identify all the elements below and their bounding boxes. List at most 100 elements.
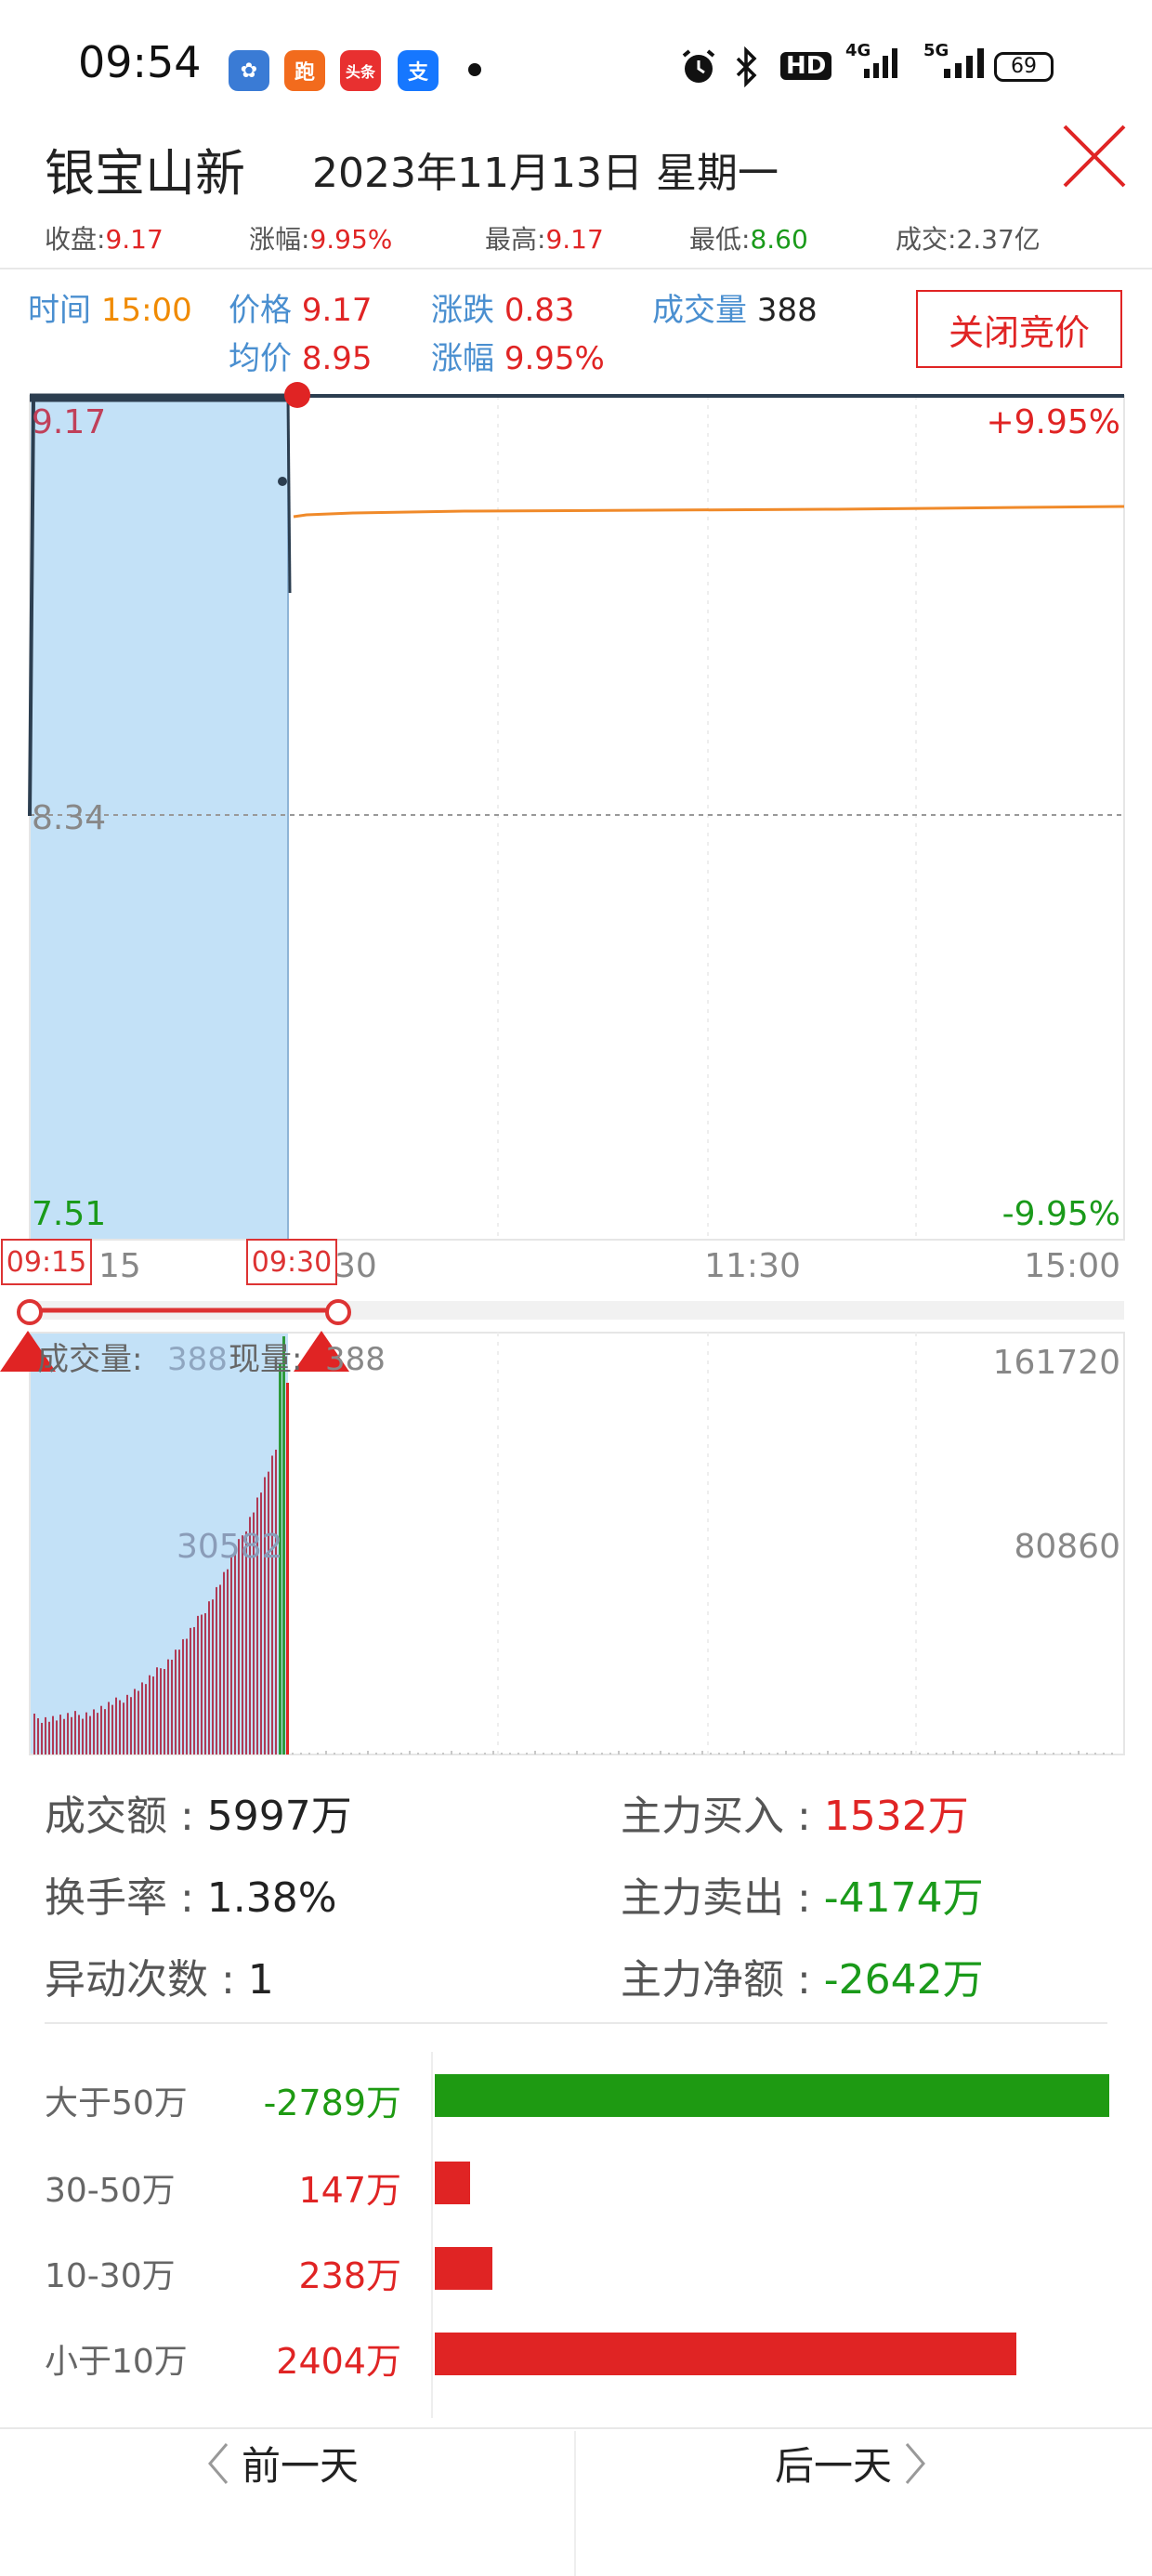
range-start-handle[interactable]: [17, 1299, 43, 1325]
summary-amount-value: 2.37亿: [956, 224, 1041, 255]
volume-bar: [609, 1753, 611, 1755]
volume-bar: [359, 1753, 360, 1755]
range-start-label: 09:15: [7, 1246, 86, 1279]
price-axis-mid: 8.34: [32, 799, 106, 837]
volume-bar: [100, 1705, 102, 1755]
flow-row-label: 10-30万: [45, 2257, 176, 2295]
volume-bar: [108, 1702, 110, 1755]
volume-bar: [45, 1716, 46, 1755]
volume-bar: [208, 1601, 210, 1755]
volume-bar: [230, 1556, 232, 1755]
info-time: 时间 15:00: [28, 292, 192, 329]
volume-bar: [123, 1702, 124, 1755]
volume-bar: [325, 1751, 327, 1755]
volume-bar: [245, 1531, 247, 1755]
range-end-arrow[interactable]: [294, 1331, 349, 1372]
volume-bar: [793, 1753, 795, 1755]
volume-bar: [936, 1753, 937, 1755]
volume-bar: [33, 1714, 35, 1755]
volume-bar: [282, 1336, 285, 1755]
volume-bar: [568, 1753, 569, 1755]
footer-divider: [574, 2431, 576, 2576]
volume-bar: [459, 1753, 461, 1755]
volume-bar: [509, 1753, 511, 1755]
volume-bar: [111, 1704, 113, 1755]
prev-day-button[interactable]: 前一天: [206, 2435, 359, 2491]
volume-bar: [818, 1753, 820, 1755]
volume-bar: [467, 1753, 469, 1755]
auction-shade: [30, 396, 288, 1240]
info-change: 涨跌 0.83: [431, 292, 575, 329]
volume-bar: [501, 1753, 503, 1755]
volume-bar: [300, 1753, 302, 1755]
volume-bar: [89, 1715, 91, 1755]
volume-bar: [434, 1753, 436, 1755]
time-axis-label: 15:00: [1024, 1247, 1120, 1285]
auction-point: [278, 477, 287, 486]
volume-bar: [286, 1383, 289, 1755]
volume-bar: [451, 1751, 452, 1755]
flow-bar: [435, 2162, 470, 2204]
volume-bar: [693, 1753, 695, 1755]
volume-bar: [1011, 1753, 1013, 1755]
volume-bar: [885, 1753, 887, 1755]
next-day-button[interactable]: 后一天: [775, 2435, 927, 2491]
current-volume-label: 现量:: [229, 1341, 302, 1378]
summary-close-value: 9.17: [105, 224, 164, 255]
volume-axis-max: 161720: [993, 1344, 1120, 1382]
volume-bar: [660, 1751, 661, 1755]
close-icon: [1063, 125, 1126, 188]
current-volume-value: 388: [325, 1341, 386, 1378]
intraday-chart[interactable]: 9.17 8.34 7.51 +9.95% -9.95% 15 30 11:30…: [0, 372, 1152, 1766]
flow-row-value: -2789万: [263, 2083, 401, 2123]
price-axis-bottom: 7.51: [32, 1195, 106, 1233]
range-end-handle[interactable]: [325, 1299, 351, 1325]
volume-bar: [212, 1599, 214, 1755]
volume-bar: [392, 1753, 394, 1755]
prev-day-label: 前一天: [242, 2443, 360, 2489]
volume-bar: [919, 1753, 921, 1755]
toutiao-icon: 头条: [340, 50, 381, 91]
flow-row-label: 30-50万: [45, 2172, 176, 2210]
flow-bar: [435, 2074, 1109, 2117]
volume-bar: [1069, 1753, 1071, 1755]
range-start-arrow[interactable]: [0, 1331, 56, 1372]
volume-bar: [201, 1614, 203, 1755]
volume-bar: [952, 1751, 954, 1755]
volume-bar: [994, 1751, 996, 1755]
volume-bar: [910, 1751, 912, 1755]
stat-main-buy: 主力买入 : 1532万: [621, 1793, 969, 1840]
summary-low-value: 8.60: [750, 224, 808, 255]
volume-bar: [593, 1753, 595, 1755]
volume-bar: [268, 1471, 269, 1755]
volume-bar: [635, 1753, 636, 1755]
volume-bar: [186, 1638, 188, 1755]
volume-bar: [350, 1753, 352, 1755]
bluetooth-icon: [732, 46, 760, 94]
volume-bar: [417, 1753, 419, 1755]
range-start-tag: [1, 1239, 92, 1285]
volume-bar: [835, 1753, 837, 1755]
volume-bar: [584, 1753, 586, 1755]
volume-bar: [894, 1753, 896, 1755]
battery-icon: 69: [994, 52, 1054, 82]
volume-bar: [216, 1586, 217, 1755]
volume-bar: [342, 1753, 344, 1755]
volume-bar: [52, 1715, 54, 1755]
volume-bar: [193, 1626, 195, 1755]
volume-bar: [827, 1751, 829, 1755]
close-button[interactable]: [1059, 121, 1130, 191]
volume-bar: [676, 1753, 678, 1755]
volume-bar: [777, 1753, 779, 1755]
volume-bar: [651, 1753, 653, 1755]
divider: [0, 2427, 1152, 2429]
divider: [45, 2022, 1107, 2024]
volume-bar: [869, 1751, 871, 1755]
volume-bar: [160, 1668, 162, 1755]
huawei-cloud-icon: ✿: [229, 50, 269, 91]
volume-bar: [442, 1753, 444, 1755]
summary-low: 最低:8.60: [689, 224, 808, 255]
close-auction-button[interactable]: 关闭竞价: [916, 290, 1122, 368]
hd-icon: HD: [780, 52, 832, 80]
volume-bar: [492, 1751, 494, 1755]
